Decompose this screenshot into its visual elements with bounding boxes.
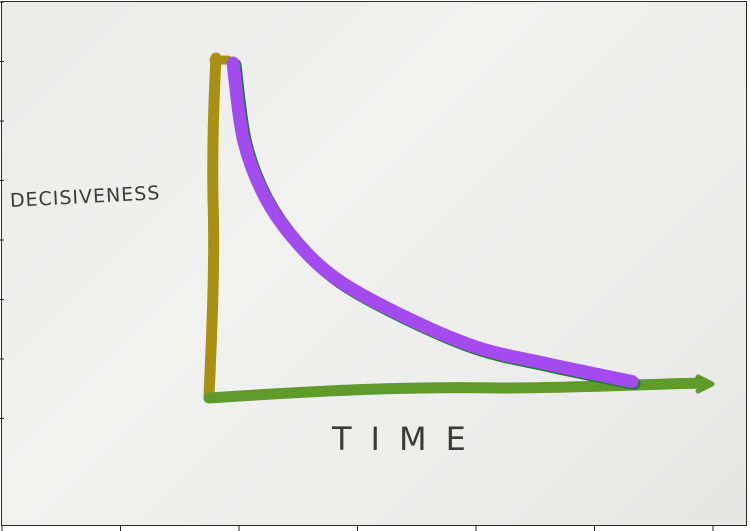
x-axis-label: TIME [332,420,485,458]
data-point-0-6 [474,346,475,347]
y-axis-line [203,52,222,402]
data-point-0-4 [337,279,339,281]
series-layer [226,56,641,390]
data-point-0-1 [243,139,244,141]
data-point-0-5 [400,314,402,316]
x-axis-line [203,377,710,404]
data-point-0-3 [295,241,297,242]
series-line-0 [226,56,639,388]
data-point-0-8 [631,381,633,382]
frame-bottom-ticks [1,526,714,531]
frame-left-ticks [0,1,4,419]
data-point-0-0 [232,62,234,64]
data-point-0-2 [264,195,265,197]
x-axis-arrowhead [695,374,715,394]
data-point-0-7 [547,363,549,365]
